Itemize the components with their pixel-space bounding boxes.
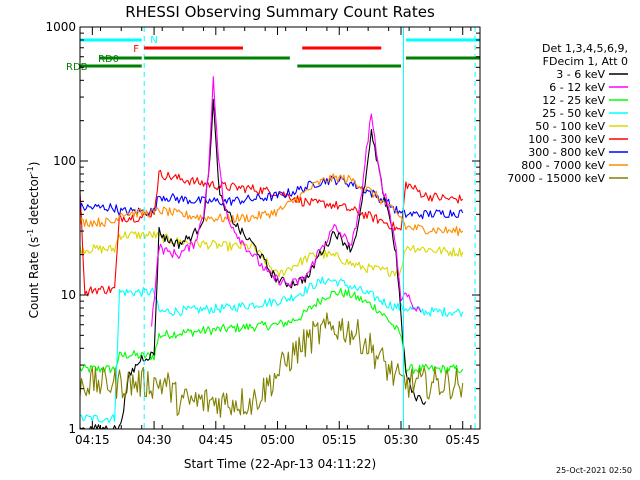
x-tick-label: 05:30 (384, 433, 419, 447)
legend: Det 1,3,4,5,6,9, FDecim 1, Att 0 3 - 6 k… (507, 42, 628, 185)
legend-entry-label: 7000 - 15000 keV (507, 172, 605, 185)
legend-entry-label: 3 - 6 keV (556, 68, 605, 81)
series-layer (80, 76, 464, 429)
legend-entry-label: 12 - 25 keV (542, 94, 605, 107)
legend-entry-label: 100 - 300 keV (528, 133, 605, 146)
x-tick-label: 05:00 (260, 433, 295, 447)
state-label-rdb: RDB (66, 62, 88, 73)
legend-header-line-1: Det 1,3,4,5,6,9, (542, 42, 628, 55)
legend-entry-label: 50 - 100 keV (535, 120, 605, 133)
chart-title: RHESSI Observing Summary Count Rates (125, 3, 435, 21)
y-tick-label: 10 (61, 288, 76, 302)
x-axis-label: Start Time (22-Apr-13 04:11:22) (184, 457, 376, 471)
axis-layer: 04:15 04:30 04:45 05:00 05:15 05:30 05:45 1 10 10… (45, 20, 480, 447)
x-tick-label: 04:15 (75, 433, 110, 447)
legend-entry-label: 25 - 50 keV (542, 107, 605, 120)
overlay-layer: NF RD0 RDB (66, 27, 480, 429)
y-tick-label: 1 (68, 422, 76, 436)
x-tick-label: 04:45 (199, 433, 234, 447)
legend-entry-label: 300 - 800 keV (528, 146, 605, 159)
y-axis-label: Count Rate (s-1 detector-1) (26, 162, 41, 319)
x-tick-label: 05:45 (445, 433, 480, 447)
series-line-300-800keV (80, 175, 464, 220)
series-line-25-50keV (80, 276, 464, 424)
generated-timestamp: 25-Oct-2021 02:50 (556, 466, 632, 475)
series-line-7000-15000keV (80, 312, 464, 418)
state-label-n: N (150, 35, 157, 46)
y-tick-label: 1000 (45, 20, 76, 34)
series-line-800-7000keV (80, 173, 464, 237)
x-tick-label: 04:30 (137, 433, 172, 447)
legend-header-line-2: FDecim 1, Att 0 (543, 55, 628, 68)
legend-entry-label: 6 - 12 keV (549, 81, 605, 94)
x-tick-label: 05:15 (322, 433, 357, 447)
series-line-12-25keV (80, 287, 464, 375)
y-tick-label: 100 (53, 154, 76, 168)
series-line-3-6keV (80, 98, 427, 429)
plot-frame (79, 26, 481, 430)
series-line-6-12keV (151, 76, 422, 327)
legend-entry-label: 800 - 7000 keV (521, 159, 605, 172)
series-line-50-100keV (80, 230, 464, 278)
state-label-f: F (133, 44, 139, 55)
state-label-rd0: RD0 (98, 54, 119, 65)
